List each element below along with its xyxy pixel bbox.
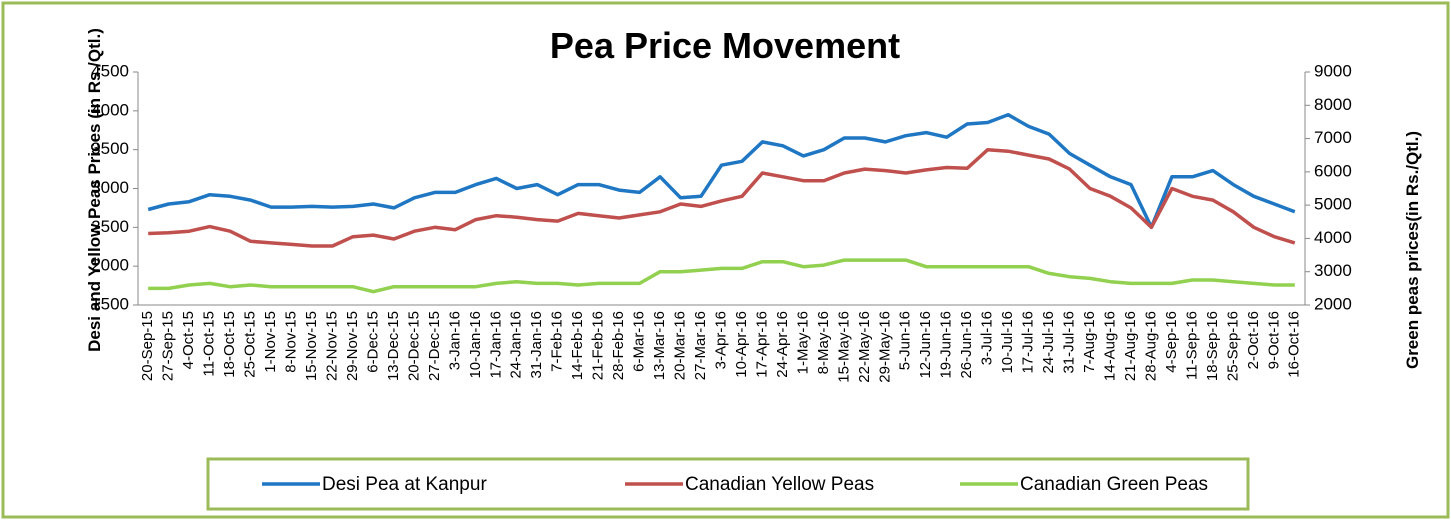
x-tick-label: 16-Oct-16 — [1286, 311, 1303, 378]
x-tick-label: 17-Jul-16 — [1020, 311, 1037, 374]
x-tick-label: 31-Jan-16 — [528, 311, 545, 379]
y-tick-label: 4000 — [91, 100, 129, 119]
x-tick-label: 22-Nov-15 — [323, 311, 340, 381]
legend-label: Canadian Yellow Peas — [685, 474, 874, 495]
y2-tick-label: 2000 — [1314, 294, 1352, 313]
x-tick-label: 8-Nov-15 — [283, 311, 300, 373]
x-tick-label: 3-Apr-16 — [712, 311, 729, 369]
x-tick-label: 14-Feb-16 — [569, 311, 586, 380]
x-tick-label: 6-Mar-16 — [631, 311, 648, 372]
y-axis-title: Desi and Yellow Peas Prices (in Rs./Qtl.… — [85, 28, 104, 352]
y2-tick-label: 8000 — [1314, 95, 1352, 114]
x-tick-label: 7-Aug-16 — [1081, 311, 1098, 373]
series-line — [147, 112, 1296, 230]
y-tick-label: 2000 — [91, 256, 129, 275]
x-tick-label: 2-Oct-16 — [1245, 311, 1262, 369]
x-tick-label: 27-Mar-16 — [692, 311, 709, 380]
x-tick-label: 18-Sep-16 — [1204, 311, 1221, 381]
x-tick-label: 31-Jul-16 — [1061, 311, 1078, 374]
x-tick-label: 9-Oct-16 — [1265, 311, 1282, 369]
y2-tick-label: 5000 — [1314, 195, 1352, 214]
series-line — [148, 258, 1295, 294]
y2-tick-label: 9000 — [1314, 61, 1352, 80]
y-tick-label: 3500 — [91, 139, 129, 158]
y2-tick-label: 3000 — [1314, 261, 1352, 280]
x-tick-label: 24-Jan-16 — [508, 311, 525, 379]
x-tick-label: 28-Aug-16 — [1142, 311, 1159, 381]
x-tick-label: 19-Jun-16 — [938, 311, 955, 379]
legend-label: Desi Pea at Kanpur — [322, 474, 487, 495]
x-tick-label: 25-Sep-16 — [1224, 311, 1241, 381]
x-tick-label: 8-May-16 — [815, 311, 832, 374]
x-tick-label: 25-Oct-15 — [242, 311, 259, 378]
x-tick-label: 10-Jul-16 — [999, 311, 1016, 374]
x-tick-label: 20-Dec-15 — [405, 311, 422, 381]
x-tick-label: 24-Apr-16 — [774, 311, 791, 378]
x-tick-label: 26-Jun-16 — [958, 311, 975, 379]
x-tick-label: 28-Feb-16 — [610, 311, 627, 380]
x-tick-label: 17-Apr-16 — [753, 311, 770, 378]
x-tick-label: 21-Aug-16 — [1122, 311, 1139, 381]
x-tick-label: 22-May-16 — [856, 311, 873, 383]
x-tick-label: 15-Nov-15 — [303, 311, 320, 381]
x-tick-label: 11-Oct-15 — [201, 311, 218, 377]
x-tick-label: 4-Sep-16 — [1163, 311, 1180, 373]
x-tick-label: 1-May-16 — [794, 311, 811, 374]
x-tick-label: 4-Oct-15 — [180, 311, 197, 369]
y2-tick-label: 7000 — [1314, 128, 1352, 147]
x-tick-label: 1-Nov-15 — [262, 311, 279, 373]
x-tick-label: 18-Oct-15 — [221, 311, 238, 378]
y-tick-label: 4500 — [91, 61, 129, 80]
x-tick-label: 10-Apr-16 — [733, 311, 750, 378]
x-tick-label: 3-Jan-16 — [446, 311, 463, 370]
x-tick-label: 10-Jan-16 — [467, 311, 484, 379]
x-tick-label: 20-Sep-15 — [139, 311, 156, 381]
x-tick-label: 27-Dec-15 — [426, 311, 443, 381]
x-tick-label: 6-Dec-15 — [364, 311, 381, 373]
legend-box — [206, 457, 1250, 511]
x-tick-label: 15-May-16 — [835, 311, 852, 383]
y2-tick-label: 4000 — [1314, 228, 1352, 247]
legend-label: Canadian Green Peas — [1020, 474, 1208, 495]
x-tick-label: 13-Dec-15 — [385, 311, 402, 381]
x-tick-label: 29-May-16 — [876, 311, 893, 383]
x-tick-label: 13-Mar-16 — [651, 311, 668, 380]
y2-axis-title: Green peas prices(in Rs./Qtl.) — [1403, 131, 1422, 369]
series-line — [148, 147, 1296, 248]
y-tick-label: 3000 — [91, 178, 129, 197]
x-tick-label: 7-Feb-16 — [549, 311, 566, 372]
y2-tick-label: 6000 — [1314, 161, 1352, 180]
chart-title: Pea Price Movement — [550, 25, 900, 66]
x-tick-label: 29-Nov-15 — [344, 311, 361, 381]
x-tick-label: 14-Aug-16 — [1101, 311, 1118, 381]
x-tick-label: 3-Jul-16 — [979, 311, 996, 365]
y-tick-label: 2500 — [91, 217, 129, 236]
x-tick-label: 11-Sep-16 — [1183, 311, 1200, 380]
x-tick-label: 24-Jul-16 — [1040, 311, 1057, 374]
y-tick-label: 1500 — [91, 294, 129, 313]
x-tick-label: 5-Jun-16 — [897, 311, 914, 370]
x-tick-label: 21-Feb-16 — [590, 311, 607, 380]
x-tick-label: 12-Jun-16 — [917, 311, 934, 379]
x-tick-label: 20-Mar-16 — [672, 311, 689, 380]
x-tick-label: 17-Jan-16 — [487, 311, 504, 379]
x-tick-label: 27-Sep-15 — [160, 311, 177, 381]
